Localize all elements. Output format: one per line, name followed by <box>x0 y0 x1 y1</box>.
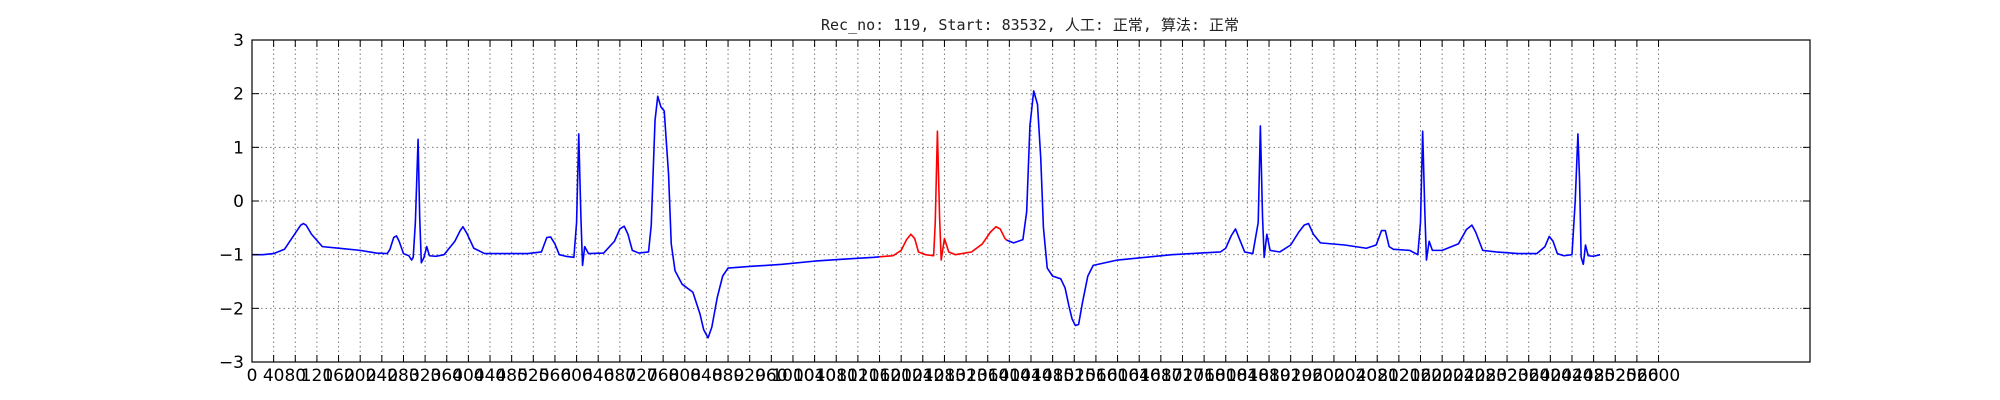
x-tick-label: 1120 <box>836 366 879 386</box>
series-layer <box>252 90 1601 339</box>
x-tick-label: 920 <box>733 366 765 386</box>
x-tick-label: 1400 <box>988 366 1031 386</box>
x-tick-label: 1960 <box>1291 366 1334 386</box>
x-tick-label: 440 <box>474 366 506 386</box>
x-tick-label: 1920 <box>1269 366 1312 386</box>
y-tick-label: 2 <box>233 85 244 105</box>
y-tick-label: 0 <box>233 192 244 212</box>
x-tick-label: 2480 <box>1572 366 1615 386</box>
x-tick-label: 2120 <box>1377 366 1420 386</box>
x-tick-label: 2560 <box>1615 366 1658 386</box>
x-tick-label: 1520 <box>1053 366 1096 386</box>
x-tick-label: 1680 <box>1139 366 1182 386</box>
x-tick-label: 2360 <box>1507 366 1550 386</box>
x-tick-label: 480 <box>495 366 527 386</box>
x-tick-label: 960 <box>755 366 787 386</box>
x-tick-label: 2280 <box>1464 366 1507 386</box>
x-tick-label: 680 <box>604 366 636 386</box>
x-tick-label: 1160 <box>858 366 901 386</box>
x-tick-label: 2520 <box>1594 366 1637 386</box>
ecg-series-1 <box>252 95 880 339</box>
x-axis-ticks: 0 40 8012016020024028032036040044048052056… <box>247 40 1680 386</box>
x-tick-label: 1760 <box>1182 366 1225 386</box>
x-tick-label: 720 <box>625 366 657 386</box>
x-tick-label: 40 <box>263 366 285 386</box>
x-tick-label: 2000 <box>1312 366 1355 386</box>
x-tick-label: 800 <box>669 366 701 386</box>
x-tick-label: 1600 <box>1096 366 1139 386</box>
x-tick-label: 2440 <box>1550 366 1593 386</box>
x-tick-label: 520 <box>517 366 549 386</box>
x-tick-label: 240 <box>366 366 398 386</box>
ecg-series-3 <box>1006 90 1601 327</box>
x-tick-label: 560 <box>539 366 571 386</box>
x-tick-label: 200 <box>344 366 376 386</box>
x-tick-label: 1840 <box>1226 366 1269 386</box>
y-axis-ticks: −3 −2 −1 0 1 2 3 <box>219 31 1810 373</box>
x-tick-label: 320 <box>409 366 441 386</box>
x-tick-label: 1640 <box>1118 366 1161 386</box>
x-tick-label: 1560 <box>1074 366 1117 386</box>
y-tick-label: 1 <box>233 138 244 158</box>
x-tick-label: 1720 <box>1161 366 1204 386</box>
grid-lines <box>251 39 1810 363</box>
x-tick-label: 760 <box>647 366 679 386</box>
y-tick-label: −3 <box>219 353 244 373</box>
x-tick-label: 1480 <box>1031 366 1074 386</box>
x-tick-label: 1320 <box>944 366 987 386</box>
x-tick-label: 600 <box>560 366 592 386</box>
x-tick-label: 2040 <box>1334 366 1377 386</box>
x-tick-label: 1280 <box>923 366 966 386</box>
x-tick-label: 2160 <box>1399 366 1442 386</box>
x-tick-label: 0 <box>247 366 258 386</box>
x-tick-label: 160 <box>322 366 354 386</box>
ecg-series-2 <box>879 130 1008 261</box>
x-tick-label: 1360 <box>966 366 1009 386</box>
x-tick-label: 1080 <box>815 366 858 386</box>
y-tick-label: 3 <box>233 31 244 51</box>
x-tick-label: 280 <box>387 366 419 386</box>
x-tick-label: 2240 <box>1442 366 1485 386</box>
x-tick-label: 2600 <box>1637 366 1680 386</box>
x-tick-label: 360 <box>431 366 463 386</box>
x-tick-label: 1200 <box>880 366 923 386</box>
x-tick-label: 1240 <box>901 366 944 386</box>
chart-title: Rec_no: 119, Start: 83532, 人工: 正常, 算法: 正… <box>821 16 1239 34</box>
x-tick-label: 400 <box>452 366 484 386</box>
y-tick-label: −1 <box>219 246 244 266</box>
x-tick-label: 2200 <box>1421 366 1464 386</box>
x-tick-label: 1800 <box>1204 366 1247 386</box>
x-tick-label: 840 <box>690 366 722 386</box>
x-tick-label: 2320 <box>1485 366 1528 386</box>
x-tick-label: 1040 <box>793 366 836 386</box>
x-tick-label: 640 <box>582 366 614 386</box>
x-tick-label: 880 <box>712 366 744 386</box>
y-tick-label: −2 <box>219 299 244 319</box>
x-tick-label: 2400 <box>1529 366 1572 386</box>
x-tick-label: 120 <box>301 366 333 386</box>
x-tick-label: 1440 <box>1009 366 1052 386</box>
x-tick-label: 1000 <box>771 366 814 386</box>
x-tick-label: 80 <box>284 366 306 386</box>
x-tick-label: 2080 <box>1356 366 1399 386</box>
x-tick-label: 1880 <box>1247 366 1290 386</box>
